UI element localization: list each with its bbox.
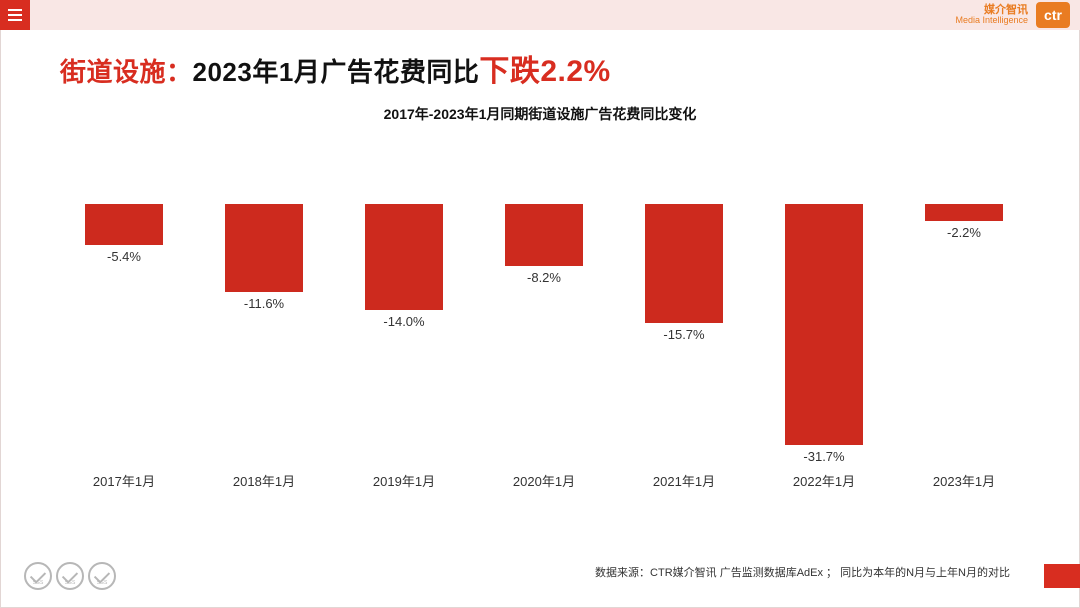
bar-value-label: -8.2% [527,270,561,285]
bar-value-label: -2.2% [947,225,981,240]
brand-name-en: Media Intelligence [955,16,1028,25]
bar-column: -8.2% 2020年1月 [474,150,614,510]
footer-note: 数据来源：CTR媒介智讯 广告监测数据库AdEx ； 同比为本年的N月与上年N月… [595,564,1010,580]
bar-column: -5.4% 2017年1月 [54,150,194,510]
sgs-badge: SGS [24,562,52,590]
footer-accent-block [1044,564,1080,588]
brand-logo: ctr [1036,2,1070,28]
x-axis-label: 2021年1月 [653,471,715,490]
bar-column: -31.7% 2022年1月 [754,150,894,510]
sgs-badge: SGS [56,562,84,590]
bar-value-label: -5.4% [107,249,141,264]
title-prefix: 街道设施： [60,57,193,87]
bar [785,204,863,445]
brand-text: 媒介智讯 Media Intelligence [955,5,1028,26]
bar-value-label: -15.7% [663,327,704,342]
title-mid: 2023年1月广告花费同比 [193,57,480,87]
bar [505,204,583,266]
brand-block: 媒介智讯 Media Intelligence ctr [955,2,1070,28]
bar-column: -14.0% 2019年1月 [334,150,474,510]
cert-badges: SGS SGS SGS [24,562,116,590]
bar [645,204,723,323]
bar [85,204,163,245]
menu-icon-bar [8,19,22,21]
subtitle: 2017年-2023年1月同期街道设施广告花费同比变化 [0,104,1080,124]
bar-column: -11.6% 2018年1月 [194,150,334,510]
title: 街道设施：2023年1月广告花费同比下跌2.2% [60,46,611,90]
bar-chart: -5.4% 2017年1月 -11.6% 2018年1月 -14.0% 2019年1月 -8… [54,150,1034,510]
bar [225,204,303,292]
menu-icon-bar [8,9,22,11]
sgs-badge: SGS [88,562,116,590]
top-strip [0,0,1080,30]
slide: 媒介智讯 Media Intelligence ctr 街道设施：2023年1月… [0,0,1080,608]
menu-button[interactable] [0,0,30,30]
x-axis-label: 2017年1月 [93,471,155,490]
x-axis-label: 2023年1月 [933,471,995,490]
x-axis-label: 2020年1月 [513,471,575,490]
bar [365,204,443,310]
x-axis-label: 2022年1月 [793,471,855,490]
bar-value-label: -14.0% [383,314,424,329]
bar-column: -2.2% 2023年1月 [894,150,1034,510]
bar-value-label: -11.6% [244,296,284,311]
title-suffix: 下跌2.2% [479,55,610,88]
bar [925,204,1003,221]
bar-column: -15.7% 2021年1月 [614,150,754,510]
menu-icon-bar [8,14,22,16]
bar-value-label: -31.7% [803,449,844,464]
x-axis-label: 2018年1月 [233,471,295,490]
x-axis-label: 2019年1月 [373,471,435,490]
